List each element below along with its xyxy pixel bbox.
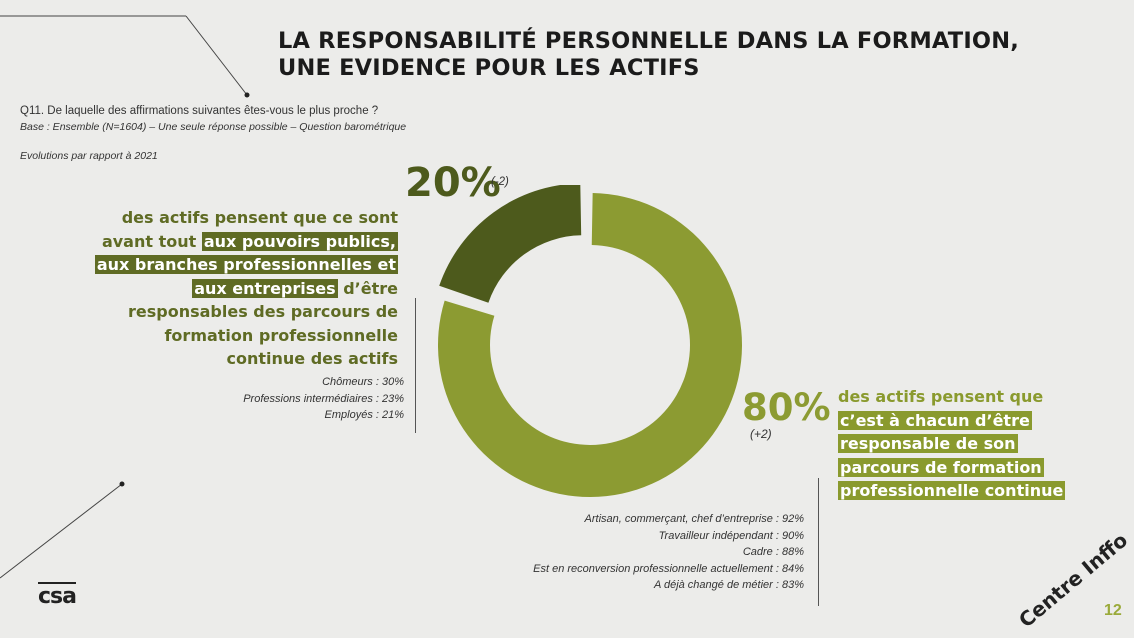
percent-right: 80% bbox=[742, 386, 831, 429]
breakdown-left: Chômeurs : 30% Professions intermédiaire… bbox=[243, 374, 404, 424]
statement-right-highlight: responsable de son bbox=[838, 434, 1018, 453]
page-title: LA RESPONSABILITÉ PERSONNELLE DANS LA FO… bbox=[278, 28, 1038, 82]
csa-logo: csa bbox=[38, 582, 77, 609]
breakdown-item: Chômeurs : 30% bbox=[322, 376, 404, 388]
statement-left-highlight: aux branches professionnelles et bbox=[94, 255, 398, 274]
divider-right bbox=[818, 478, 819, 606]
change-right: (+2) bbox=[750, 427, 772, 441]
percent-left: 20% bbox=[405, 160, 501, 206]
statement-left-line: avant tout bbox=[101, 231, 202, 251]
breakdown-item: Travailleur indépendant : 90% bbox=[658, 529, 804, 542]
breakdown-item: Cadre : 88% bbox=[742, 546, 804, 558]
page-number: 12 bbox=[1104, 602, 1122, 619]
statement-right-highlight: c’est à chacun d’être bbox=[838, 410, 1032, 430]
breakdown-item: Employés : 21% bbox=[324, 409, 404, 421]
breakdown-item: Artisan, commerçant, chef d’entreprise :… bbox=[584, 513, 804, 525]
donut-slice-0 bbox=[439, 185, 582, 303]
statement-right-highlight: parcours de formation bbox=[838, 457, 1044, 477]
breakdown-item: Professions intermédiaires : 23% bbox=[243, 392, 404, 405]
evolution-note: Evolutions par rapport à 2021 bbox=[20, 150, 158, 162]
breakdown-item: A déjà changé de métier : 83% bbox=[653, 579, 804, 591]
title-line-2: UNE EVIDENCE POUR LES ACTIFS bbox=[278, 55, 700, 81]
change-left: (-2) bbox=[491, 176, 509, 188]
statement-left-line: continue des actifs bbox=[226, 349, 399, 368]
donut-chart bbox=[438, 185, 742, 498]
breakdown-right: Artisan, commerçant, chef d’entreprise :… bbox=[533, 511, 804, 594]
statement-left-highlight: aux pouvoirs publics, bbox=[201, 231, 398, 251]
statement-right: des actifs pensent que c’est à chacun d’… bbox=[838, 385, 1098, 503]
statement-left-highlight: aux entreprises bbox=[192, 278, 338, 298]
statement-right-line: des actifs pensent que bbox=[838, 387, 1044, 406]
statement-right-highlight: professionnelle continue bbox=[838, 481, 1066, 500]
csa-logo-text: csa bbox=[38, 582, 77, 609]
statement-left-line: d’être bbox=[337, 278, 398, 298]
statement-left-line: des actifs pensent que ce sont bbox=[121, 208, 398, 227]
statement-left: des actifs pensent que ce sont avant tou… bbox=[78, 206, 398, 371]
donut-slice-1 bbox=[438, 193, 742, 498]
base-note: Base : Ensemble (N=1604) – Une seule rép… bbox=[20, 121, 407, 133]
title-line-1: LA RESPONSABILITÉ PERSONNELLE DANS LA FO… bbox=[278, 28, 1020, 54]
divider-left bbox=[415, 298, 416, 433]
statement-left-line: responsables des parcours de bbox=[128, 302, 398, 321]
breakdown-item: Est en reconversion professionnelle actu… bbox=[533, 562, 804, 575]
question-text: Q11. De laquelle des affirmations suivan… bbox=[20, 105, 379, 117]
statement-left-line: formation professionnelle bbox=[164, 325, 398, 345]
